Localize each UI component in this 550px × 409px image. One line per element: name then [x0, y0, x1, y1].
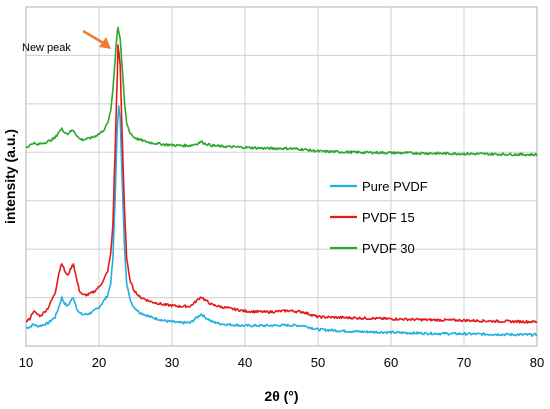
annotation-label: New peak [22, 42, 71, 54]
legend-label: PVDF 30 [362, 241, 415, 256]
x-tick-label: 30 [165, 355, 179, 370]
series-line-pvdf-30 [25, 26, 538, 157]
legend-label: Pure PVDF [362, 179, 428, 194]
series-line-pure-pvdf [25, 105, 538, 337]
y-axis-title: intensity (a.u.) [2, 129, 18, 224]
series-line-pvdf-15 [25, 44, 537, 324]
annotation-arrow-head [99, 37, 112, 49]
x-tick-label: 50 [311, 355, 325, 370]
plot-border [25, 6, 538, 347]
annotation-arrow-shaft [82, 29, 106, 46]
x-tick-label: 10 [19, 355, 33, 370]
x-tick-label: 70 [457, 355, 471, 370]
x-tick-label: 60 [384, 355, 398, 370]
x-tick-label: 40 [238, 355, 252, 370]
x-tick-label: 80 [530, 355, 544, 370]
x-tick-label: 20 [92, 355, 106, 370]
x-axis-title: 2θ (°) [264, 388, 298, 404]
legend-label: PVDF 15 [362, 210, 415, 225]
